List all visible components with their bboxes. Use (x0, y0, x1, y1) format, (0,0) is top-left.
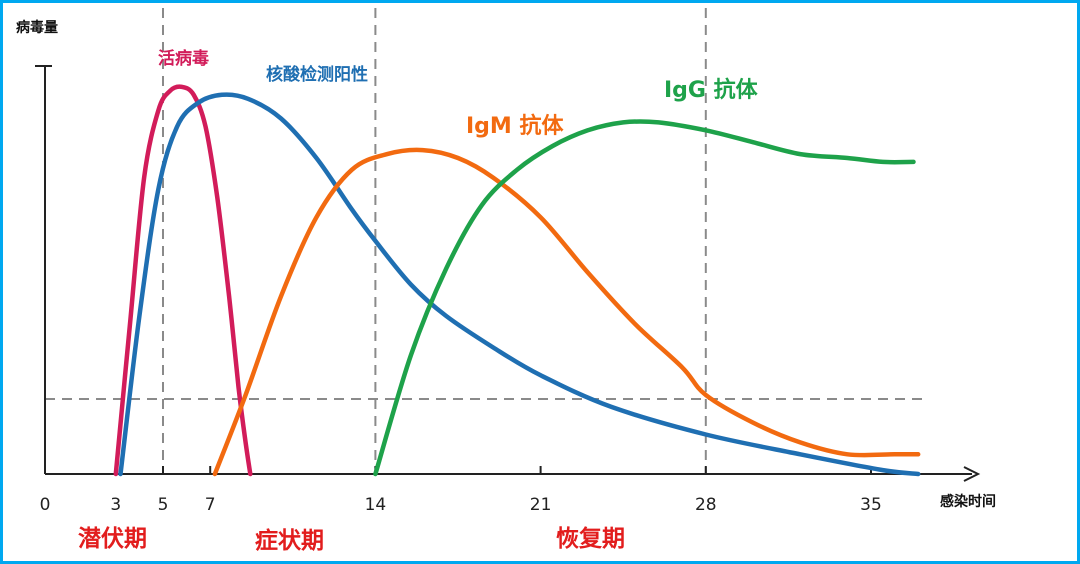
x-tick-label-14: 14 (365, 495, 387, 515)
phase-incubation: 潜伏期 (78, 525, 147, 552)
x-axis-title: 感染时间 (940, 493, 996, 510)
x-tick-label-28: 28 (695, 495, 717, 515)
x-axis-arrow (963, 466, 981, 482)
phase-recovery: 恢复期 (556, 525, 625, 552)
x-tick-label-3: 3 (110, 495, 121, 515)
phase-symptom: 症状期 (255, 527, 324, 554)
series-line-0 (113, 84, 253, 477)
series-lines (113, 84, 921, 477)
x-tick-label-5: 5 (158, 495, 169, 515)
series-line-1 (118, 92, 921, 477)
axes (35, 65, 981, 482)
series-line-3 (373, 119, 916, 477)
series-label-nucleic: 核酸检测阳性 (266, 64, 368, 85)
x-tick-label-0: 0 (40, 495, 51, 515)
series-label-live-virus: 活病毒 (158, 48, 209, 69)
series-line-2 (212, 147, 921, 477)
reference-lines (45, 8, 926, 474)
x-tick-label-21: 21 (530, 495, 552, 515)
x-tick-label-7: 7 (205, 495, 216, 515)
x-ticks: 0 3 5 7 14 21 28 35 (40, 466, 882, 515)
series-label-igg: IgG 抗体 (664, 77, 759, 103)
y-axis-title: 病毒量 (16, 19, 58, 36)
x-tick-label-35: 35 (860, 495, 882, 515)
series-label-igm: IgM 抗体 (466, 113, 564, 139)
